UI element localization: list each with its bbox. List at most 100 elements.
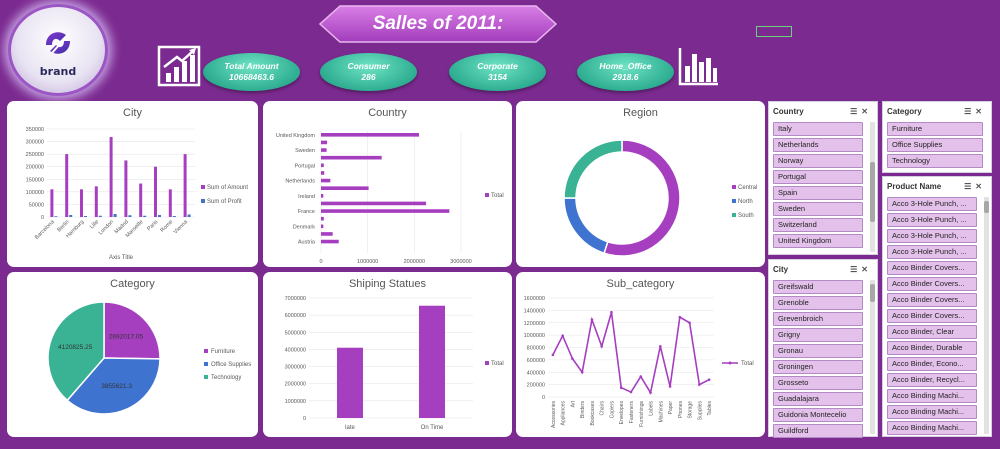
slicer-item-product[interactable]: Acco Binder Covers... [887, 293, 977, 307]
line-point [590, 318, 594, 321]
slicer-item-product[interactable]: Acco Binder Covers... [887, 277, 977, 291]
y-tick-label: 1400000 [524, 308, 545, 314]
pie-data-label: 2692017.05 [109, 333, 144, 340]
legend-label: Sum of Amount [207, 185, 248, 191]
bar-sum-of-profit [172, 215, 176, 217]
slicer-item-country[interactable]: Netherlands [773, 138, 863, 152]
multi-select-filter-icon[interactable]: ☰✕ [964, 106, 986, 116]
slicer-item-product[interactable]: Acco 3-Hole Punch, ... [887, 197, 977, 211]
bar-sum-of-profit [143, 215, 147, 217]
bar-sum-of-amount [168, 189, 172, 217]
selected-cell-outline[interactable] [756, 26, 792, 37]
slicer-item-city[interactable]: Guidonia Montecelio [773, 408, 863, 422]
shipping-chart-title: Shiping Statues [348, 278, 427, 290]
y-tick-label: 1200000 [524, 321, 545, 327]
slicer-item-city[interactable]: Gronau [773, 344, 863, 358]
multi-select-filter-icon[interactable]: ☰✕ [850, 264, 872, 274]
x-tick-label: Labels [649, 401, 655, 416]
x-tick-label: Furnishings [639, 401, 645, 427]
bar-sum-of-profit [128, 215, 132, 217]
category-slicer: Category ☰✕ Furniture Office Supplies Tech… [882, 101, 992, 173]
bar-sum-of-amount [65, 154, 69, 217]
slicer-item-product[interactable]: Acco Binder, Clear [887, 325, 977, 339]
slicer-item-city[interactable]: Grevenbroich [773, 312, 863, 326]
slicer-item-country[interactable]: Sweden [773, 202, 863, 216]
city-slicer-scrollbar[interactable] [870, 280, 875, 434]
line-point [639, 375, 643, 378]
product-slicer-scrollbar[interactable] [984, 197, 989, 434]
bar-total [321, 232, 333, 236]
y-tick-label: 50000 [29, 202, 44, 208]
doughnut-slice-central [603, 139, 681, 257]
slicer-item-country[interactable]: United Kingdom [773, 234, 863, 248]
slicer-item-product[interactable]: Acco Binder Covers... [887, 309, 977, 323]
slicer-item-product[interactable]: Acco Binder Covers... [887, 261, 977, 275]
x-tick-label: On Time [421, 425, 444, 431]
y-tick-label: 3000000 [285, 365, 306, 371]
slicer-item-category[interactable]: Furniture [887, 122, 983, 136]
slicer-item-country[interactable]: Spain [773, 186, 863, 200]
legend-label: Central [738, 185, 757, 191]
legend-label: Sum of Profit [207, 199, 242, 205]
x-tick-label: Paper [668, 401, 674, 415]
country-slicer-scrollbar[interactable] [870, 122, 875, 252]
slicer-item-city[interactable]: Grenoble [773, 296, 863, 310]
bar-sum-of-amount [94, 186, 98, 217]
slicer-item-country[interactable]: Portugal [773, 170, 863, 184]
bar-sum-of-amount [124, 160, 128, 217]
bar-total [321, 186, 369, 190]
slicer-item-city[interactable]: Groningen [773, 360, 863, 374]
legend-swatch [732, 213, 736, 217]
slicer-item-city[interactable]: Grigny [773, 328, 863, 342]
legend-label: Office Supplies [211, 362, 251, 368]
dashboard-title: Salles of 2011: [372, 13, 504, 34]
line-point [678, 315, 682, 319]
slicer-item-product[interactable]: Acco Binder, Recycl... [887, 373, 977, 387]
slicer-item-product[interactable]: Acco Binding Machi... [887, 389, 977, 403]
country-chart: 0 1000000 2000000 3000000 United Kingdom Swed… [276, 131, 504, 265]
line-point [688, 321, 691, 325]
slicer-item-city[interactable]: Grosseto [773, 376, 863, 390]
kpi-value: 2918.6 [612, 72, 639, 82]
bar-total [321, 209, 450, 213]
slicer-item-product[interactable]: Acco Binder, Econo... [887, 357, 977, 371]
slicer-item-city[interactable]: Guildford [773, 424, 863, 438]
y-tick-label: Denmark [293, 224, 316, 230]
y-tick-label: United Kingdom [276, 133, 316, 139]
slicer-item-city[interactable]: Greifswald [773, 280, 863, 294]
slicer-item-product[interactable]: Acco 3-Hole Punch, ... [887, 229, 977, 243]
slicer-item-category[interactable]: Office Supplies [887, 138, 983, 152]
slicer-item-country[interactable]: Norway [773, 154, 863, 168]
subcategory-chart-card: Sub_category 0 200000 400000 600000 800000 10… [516, 272, 765, 437]
legend-swatch [732, 199, 736, 203]
slicer-item-country[interactable]: Switzerland [773, 218, 863, 232]
bar-sum-of-profit [187, 214, 191, 217]
x-tick-label: Vienna [173, 219, 190, 236]
bar-total [321, 163, 324, 168]
bar-total [321, 133, 419, 137]
bar-total [321, 155, 382, 160]
slicer-item-product[interactable]: Acco Binding Machi... [887, 405, 977, 419]
x-tick-label: Storage [688, 401, 694, 419]
y-tick-label: 150000 [26, 177, 44, 183]
pie-slice-1 [66, 357, 161, 415]
slicer-item-product[interactable]: Acco 3-Hole Punch, ... [887, 245, 977, 259]
slicer-item-product[interactable]: Acco Binding Machi... [887, 421, 977, 435]
kpi-label: Home_Office [599, 61, 652, 71]
x-axis-title: Axis Title [109, 255, 134, 261]
slicer-item-product[interactable]: Acco 3-Hole Punch, ... [887, 213, 977, 227]
city-chart: 0 50000 100000 150000 200000 250000 300000 3500… [26, 127, 249, 261]
multi-select-filter-icon[interactable]: ☰✕ [850, 106, 872, 116]
slicer-item-city[interactable]: Guadalajara [773, 392, 863, 406]
bar-total [321, 216, 324, 221]
y-tick-label: 200000 [26, 165, 44, 171]
x-tick-label: Copiers [609, 401, 615, 419]
line-point [629, 390, 633, 394]
slicer-item-product[interactable]: Acco Binder, Durable [887, 341, 977, 355]
slicer-item-country[interactable]: Italy [773, 122, 863, 136]
y-tick-label: Netherlands [285, 179, 315, 185]
multi-select-filter-icon[interactable]: ☰✕ [964, 181, 986, 191]
bar-total [321, 239, 339, 244]
city-slicer-title: City [773, 264, 789, 274]
slicer-item-category[interactable]: Technology [887, 154, 983, 168]
